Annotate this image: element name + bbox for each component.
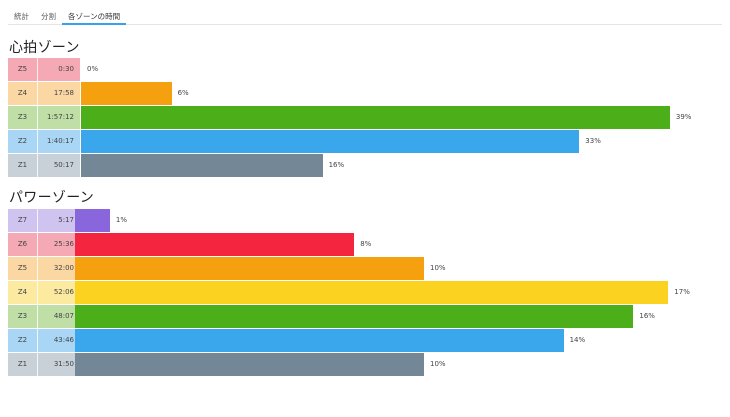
zone-row-z1: Z1 31:50 10% (8, 353, 720, 377)
zone-row-z1: Z1 50:17 16% (8, 154, 720, 178)
zone-name: Z5 (8, 257, 37, 280)
heart-rate-zones-table: Z5 0:30 0% Z4 17:58 6% Z3 1:57:12 39% Z2 1:40:17 33… (8, 58, 720, 178)
tab-time-in-zones[interactable]: 各ゾーンの時間 (62, 7, 127, 25)
zone-time: 31:50 (37, 353, 80, 376)
zone-time: 0:30 (37, 58, 80, 81)
zone-time: 1:40:17 (37, 130, 80, 153)
zone-name: Z1 (8, 154, 37, 177)
zone-percent: 10% (430, 264, 446, 272)
zone-name: Z5 (8, 58, 37, 81)
zone-name: Z1 (8, 353, 37, 376)
zone-row-z4: Z4 52:06 17% (8, 281, 720, 305)
zone-time: 17:58 (37, 82, 80, 105)
tab-bar: 統計 分割 各ゾーンの時間 (8, 7, 722, 25)
zone-percent: 8% (360, 240, 372, 248)
zone-row-z7: Z7 5:17 1% (8, 209, 720, 233)
zone-time: 52:06 (37, 281, 80, 304)
zone-time: 43:46 (37, 329, 80, 352)
zone-name: Z4 (8, 82, 37, 105)
zone-name: Z2 (8, 130, 37, 153)
zone-bar (81, 82, 172, 105)
zone-name: Z4 (8, 281, 37, 304)
zone-name: Z3 (8, 106, 37, 129)
tab-splits[interactable]: 分割 (41, 12, 56, 21)
zone-percent: 0% (87, 65, 99, 73)
zone-bar (75, 305, 634, 328)
power-zones-table: Z7 5:17 1% Z6 25:36 8% Z5 32:00 10% Z4 52:06 17% Z3 4… (8, 209, 720, 377)
zone-time: 32:00 (37, 257, 80, 280)
zone-percent: 14% (569, 336, 586, 344)
zone-name: Z2 (8, 329, 37, 352)
zone-percent: 6% (177, 89, 189, 97)
zone-percent: 39% (675, 113, 692, 121)
zone-bar (81, 130, 580, 153)
zone-row-z6: Z6 25:36 8% (8, 233, 720, 257)
zone-percent: 16% (328, 161, 345, 169)
zone-name: Z7 (8, 209, 37, 232)
zone-name: Z3 (8, 305, 37, 328)
heart-rate-zones-title: 心拍ゾーン (9, 40, 80, 56)
zone-row-z3: Z3 1:57:12 39% (8, 106, 720, 130)
zone-bar (75, 257, 424, 280)
zone-time: 1:57:12 (37, 106, 80, 129)
zone-percent: 10% (430, 360, 446, 368)
power-zones-title: パワーゾーン (9, 190, 95, 206)
zone-row-z5: Z5 0:30 0% (8, 58, 720, 82)
zone-bar (75, 233, 355, 256)
zone-row-z2: Z2 1:40:17 33% (8, 130, 720, 154)
zone-bar (81, 106, 670, 129)
zone-bar (81, 154, 323, 177)
zone-bar (75, 353, 424, 376)
zone-row-z5: Z5 32:00 10% (8, 257, 720, 281)
zone-percent: 33% (585, 137, 601, 145)
zone-percent: 1% (115, 216, 127, 224)
zone-percent: 16% (639, 312, 655, 320)
zone-row-z4: Z4 17:58 6% (8, 82, 720, 106)
zone-percent: 17% (674, 288, 690, 296)
zone-name: Z6 (8, 233, 37, 256)
zone-time: 25:36 (37, 233, 80, 256)
zone-time: 5:17 (37, 209, 80, 232)
zone-bar (75, 209, 110, 232)
zone-time: 50:17 (37, 154, 80, 177)
zone-row-z2: Z2 43:46 14% (8, 329, 720, 353)
zone-bar (75, 329, 564, 352)
zone-bar (75, 281, 669, 304)
tab-stats[interactable]: 統計 (14, 12, 29, 21)
zone-row-z3: Z3 48:07 16% (8, 305, 720, 329)
zone-time: 48:07 (37, 305, 80, 328)
